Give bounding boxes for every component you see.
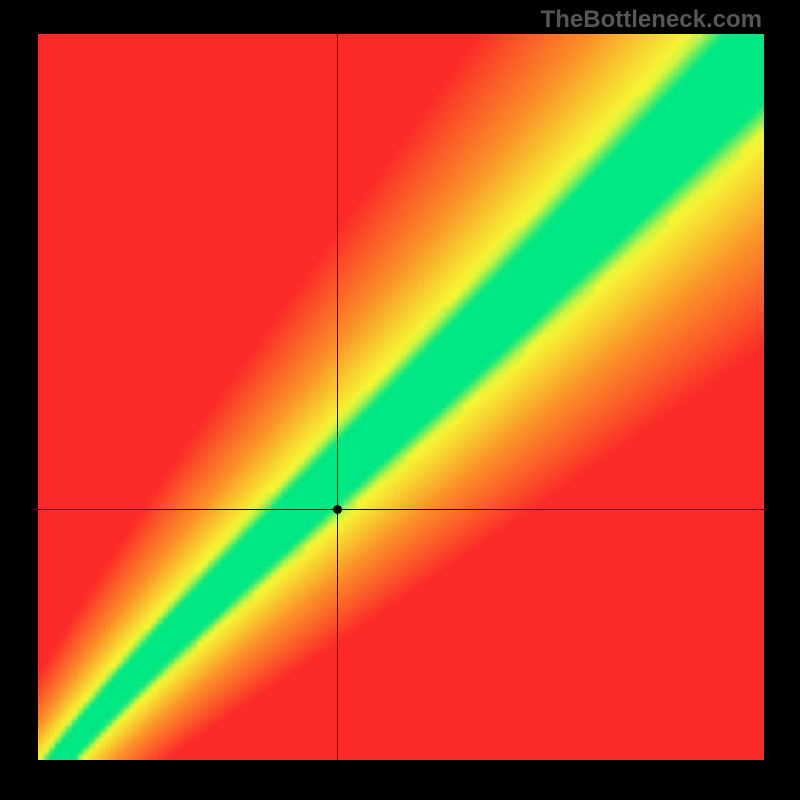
crosshair-horizontal-line [38, 509, 764, 510]
watermark-text: TheBottleneck.com [541, 6, 762, 34]
bottleneck-heatmap [38, 34, 764, 760]
chart-container: TheBottleneck.com [0, 0, 800, 800]
crosshair-vertical-line [337, 34, 338, 760]
